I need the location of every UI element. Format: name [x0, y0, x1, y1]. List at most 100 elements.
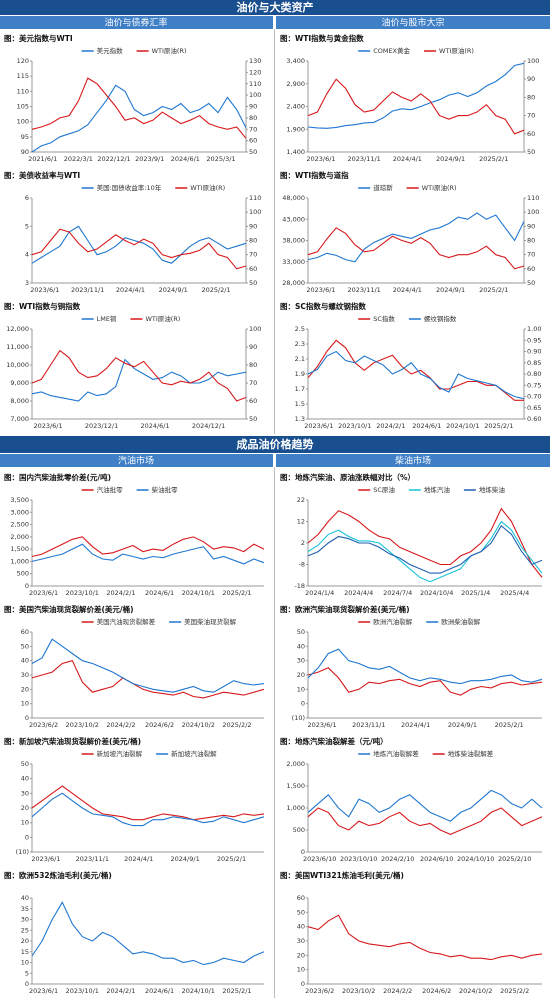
y2-tick-label: 0.90 [527, 348, 541, 356]
x-tick-label: 2023/11/1 [76, 855, 109, 863]
x-tick-label: 2024/4/1 [124, 855, 153, 863]
y2-tick-label: 100 [249, 91, 261, 99]
x-tick-label: 2025/2/2 [500, 987, 529, 995]
y2-tick-label: 100 [249, 208, 261, 216]
y-tick-label: 500 [293, 826, 305, 834]
legend-label: 新加坡汽油裂解 [171, 749, 217, 758]
y-tick-label: (10) [16, 848, 29, 856]
y-tick-label: 20 [21, 937, 29, 945]
x-tick-label: 2024/6/1 [412, 422, 441, 430]
y-tick-label: 3,400 [286, 57, 305, 65]
legend-label: 地炼柴油裂解差 [448, 749, 494, 758]
y-tick-label: 25 [21, 926, 29, 934]
chart-title: 图：WTI指数与铜指数 [4, 301, 81, 311]
y-tick-label: 105 [17, 103, 29, 111]
y-tick-label: 3,000 [10, 508, 29, 516]
y-tick-label: 2 [301, 539, 305, 547]
y-tick-label: 28,000 [282, 279, 305, 287]
x-tick-label: 2023/9/1 [135, 155, 164, 163]
y2-tick-label: 90 [527, 222, 535, 230]
section-title: 油价与大类资产 [237, 0, 314, 14]
y2-tick-label: 0.60 [527, 415, 541, 423]
x-tick-label: 2023/10/1 [338, 422, 371, 430]
y2-tick-label: 50 [527, 148, 535, 156]
y-tick-label: 50 [21, 642, 29, 650]
x-tick-label: 2025/2/1 [201, 286, 230, 294]
series-line [31, 349, 247, 402]
y-tick-label: 0 [301, 700, 305, 708]
x-tick-label: 2024/1/4 [305, 589, 334, 597]
y2-tick-label: 80 [249, 361, 257, 369]
y-tick-label: -8 [299, 561, 305, 569]
y-tick-label: 1.3 [295, 415, 305, 423]
y-tick-label: 1.5 [295, 400, 305, 408]
series-line [307, 78, 525, 135]
x-tick-label: 2025/4/4 [500, 589, 529, 597]
y2-tick-label: 60 [527, 130, 535, 138]
y-tick-label: 2.5 [295, 325, 305, 333]
x-tick-label: 2024/2/10 [381, 855, 414, 863]
x-tick-label: 2025/3/1 [206, 155, 235, 163]
y2-tick-label: 50 [249, 148, 257, 156]
y-tick-label: 30 [21, 671, 29, 679]
series-line [31, 358, 247, 402]
y2-tick-label: 90 [527, 75, 535, 83]
y-tick-label: 40 [21, 894, 29, 902]
x-tick-label: 2023/6/1 [307, 721, 336, 729]
x-tick-label: 2023/10/2 [66, 721, 99, 729]
y-tick-label: 48,000 [282, 194, 305, 202]
x-tick-label: 2024/10/1 [182, 589, 215, 597]
y-tick-label: 10 [21, 819, 29, 827]
x-tick-label: 2025/1/4 [461, 589, 490, 597]
y-tick-label: 1.7 [295, 385, 305, 393]
series-line [307, 807, 543, 835]
y2-tick-label: 0.80 [527, 370, 541, 378]
y-tick-label: 12,000 [6, 325, 29, 333]
y-tick-label: 2,400 [286, 103, 305, 111]
series-line [31, 901, 265, 966]
column-title: 汽油市场 [118, 455, 154, 467]
y2-tick-label: 80 [249, 237, 257, 245]
y-tick-label: 20 [297, 951, 305, 959]
legend-label: 欧洲汽油裂解 [373, 617, 413, 626]
y2-tick-label: 130 [249, 57, 261, 65]
y2-tick-label: 100 [527, 57, 539, 65]
y-tick-label: 10 [297, 966, 305, 974]
series-line [307, 227, 525, 270]
y-tick-label: 10 [297, 685, 305, 693]
x-tick-label: 2021/6/1 [28, 155, 57, 163]
y-tick-label: 0 [25, 714, 29, 722]
y-tick-label: 60 [21, 628, 29, 636]
legend-label: 新加坡汽油裂解 [97, 749, 143, 758]
y-tick-label: 2.3 [295, 340, 305, 348]
y-tick-label: 0 [25, 582, 29, 590]
y-tick-label: 0 [301, 848, 305, 856]
chart-title: 图：国内汽柴油批零价差(元/吨) [4, 472, 111, 482]
y2-tick-label: 60 [249, 397, 257, 405]
y2-tick-label: 0.65 [527, 404, 541, 412]
y2-tick-label: 70 [249, 379, 257, 387]
x-tick-label: 2024/6/1 [171, 155, 200, 163]
legend-label: 地炼柴油 [479, 485, 505, 494]
y2-tick-label: 70 [249, 125, 257, 133]
series-line [307, 520, 543, 583]
y-tick-label: 6 [25, 194, 29, 202]
x-tick-label: 2024/10/1 [446, 422, 479, 430]
y-tick-label: 5 [25, 969, 29, 977]
y-tick-label: 2,000 [10, 533, 29, 541]
y-tick-label: 15 [21, 948, 29, 956]
y-tick-label: 1,900 [286, 125, 305, 133]
y-tick-label: 1,500 [10, 545, 29, 553]
x-tick-label: 2025/2/1 [222, 987, 251, 995]
series-line [307, 212, 525, 263]
y-tick-label: 30 [21, 916, 29, 924]
series-line [307, 667, 543, 696]
y-tick-label: 35 [21, 905, 29, 913]
x-tick-label: 2023/6/1 [31, 855, 60, 863]
series-line [31, 77, 247, 139]
y-tick-label: 1,500 [286, 782, 305, 790]
x-tick-label: 2025/2/1 [484, 422, 513, 430]
y-tick-label: 40 [21, 775, 29, 783]
x-tick-label: 2023/6/10 [303, 855, 336, 863]
x-tick-label: 2022/3/1 [64, 155, 93, 163]
